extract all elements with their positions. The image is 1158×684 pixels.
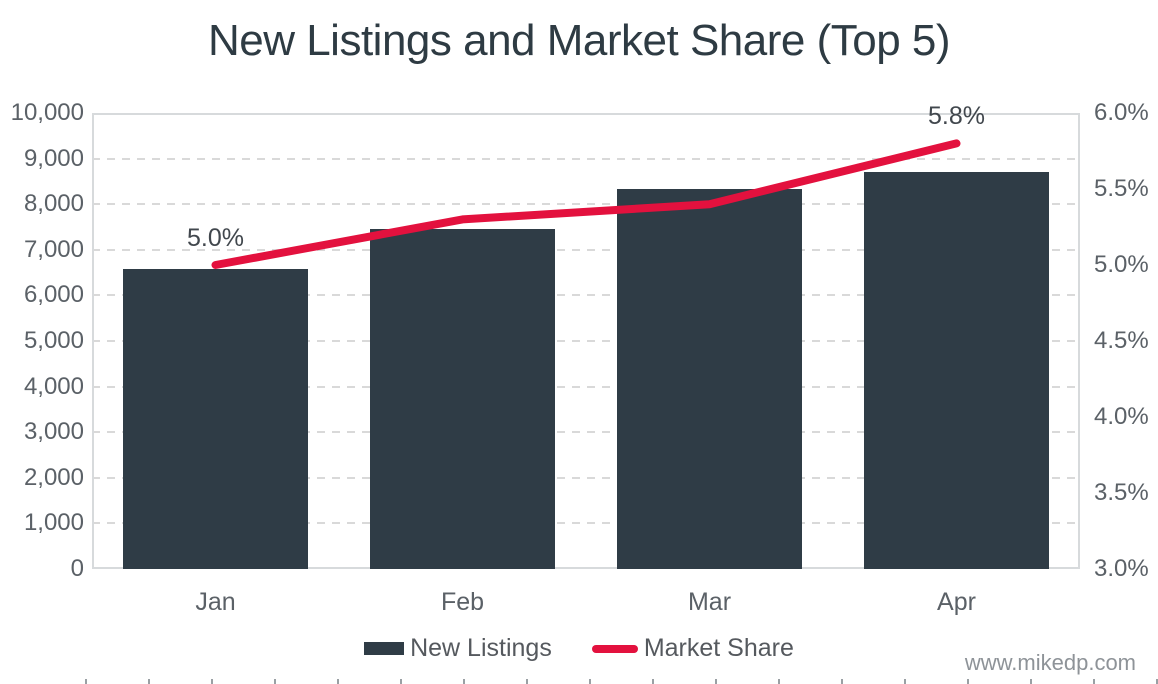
gridline [92, 385, 1080, 388]
right-axis-tick-label: 5.0% [1094, 251, 1149, 278]
x-axis-label-mar: Mar [687, 588, 732, 616]
bottom-tick-marks [85, 679, 1158, 684]
left-axis-tick-label: 3,000 [23, 418, 84, 446]
legend-item-market-share: Market Share [591, 634, 794, 663]
left-axis-tick-label: 4,000 [23, 372, 84, 400]
x-axis-label-apr: Apr [937, 588, 976, 616]
x-axis-label-jan: Jan [195, 588, 236, 616]
left-axis-tick-label: 2,000 [23, 463, 84, 491]
right-axis-tick-label: 6.0% [1094, 99, 1149, 126]
right-axis-tick-label: 3.0% [1094, 555, 1149, 582]
left-axis-tick-label: 7,000 [23, 235, 84, 263]
market-share-line [211, 139, 961, 269]
right-axis-tick-label: 4.5% [1094, 327, 1149, 354]
x-axis-label-feb: Feb [440, 588, 485, 616]
left-axis-tick-label: 10,000 [10, 99, 84, 126]
watermark: www.mikedp.com [964, 650, 1136, 675]
gridline [92, 476, 1080, 479]
bar-apr [864, 171, 1049, 569]
gridline [92, 340, 1080, 342]
gridline [92, 294, 1080, 297]
left-axis-tick-label: 6,000 [23, 281, 84, 309]
legend: New Listings Market Share [0, 634, 1158, 663]
bar-swatch-icon [364, 642, 405, 655]
market-share-line-svg [211, 139, 961, 269]
data-label-jan: 5.0% [187, 224, 244, 252]
chart-title: New Listings and Market Share (Top 5) [207, 16, 951, 65]
data-label-apr: 5.8% [928, 102, 985, 131]
left-axis-tick-label: 5,000 [23, 327, 84, 354]
left-axis-tick-label: 1,000 [23, 509, 84, 537]
gridline [92, 203, 1080, 206]
gridline [92, 431, 1080, 434]
legend-label: New Listings [410, 634, 552, 662]
bar-jan [123, 268, 308, 569]
legend-label: Market Share [643, 634, 794, 662]
line-swatch-icon [591, 644, 638, 653]
gridline [92, 522, 1080, 525]
gridline [92, 157, 1080, 160]
bar-mar [617, 189, 802, 569]
right-axis-tick-label: 3.5% [1094, 479, 1149, 506]
left-axis-tick-label: 9,000 [23, 144, 84, 172]
bar-feb [370, 229, 555, 569]
legend-item-new-listings: New Listings [364, 634, 552, 663]
gridline [92, 248, 1080, 251]
left-axis-tick-label: 0 [70, 555, 84, 582]
right-axis-tick-label: 4.0% [1094, 403, 1149, 430]
right-axis-tick-label: 5.5% [1094, 175, 1149, 202]
left-axis-tick-label: 8,000 [23, 190, 84, 218]
plot-area [92, 113, 1080, 569]
